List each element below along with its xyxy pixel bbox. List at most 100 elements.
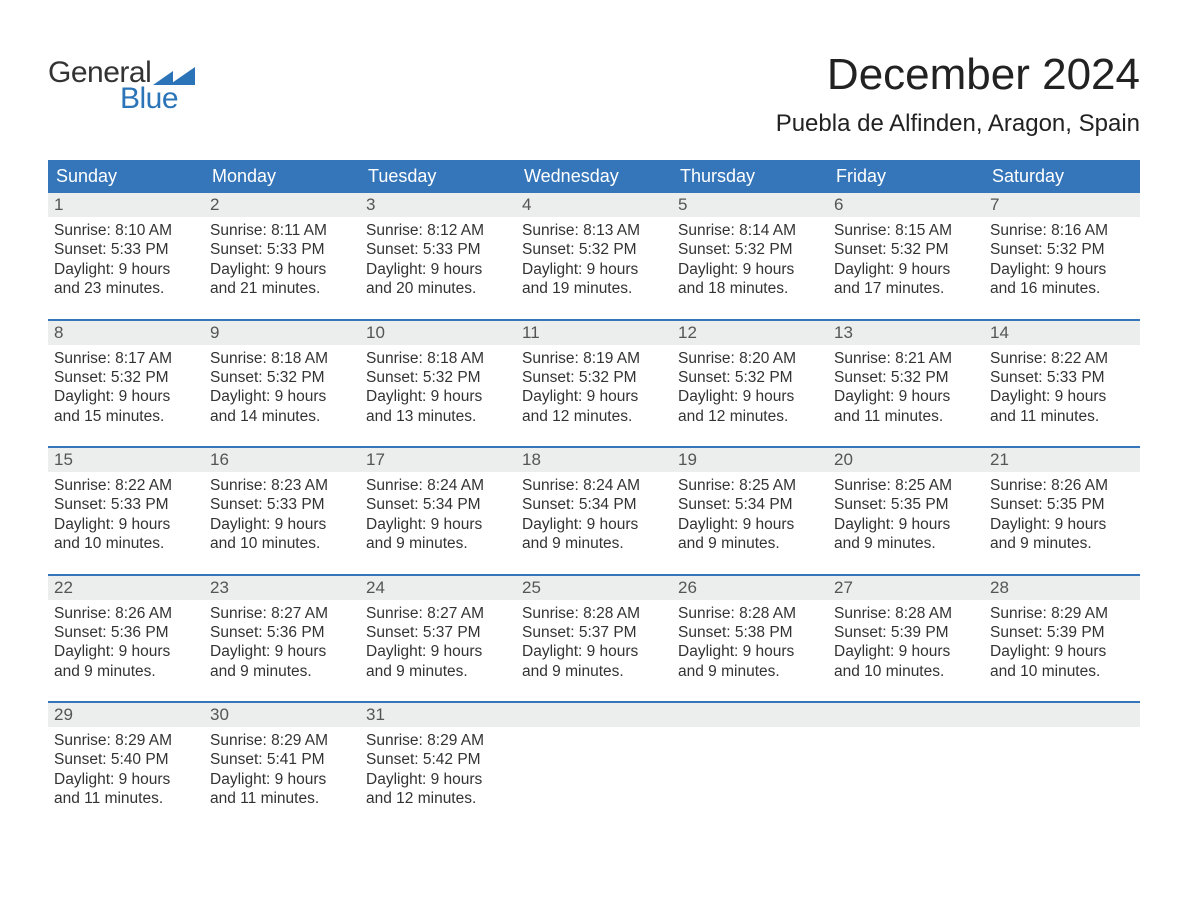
calendar-day bbox=[828, 703, 984, 815]
day-body: Sunrise: 8:23 AMSunset: 5:33 PMDaylight:… bbox=[204, 472, 360, 554]
day-body: Sunrise: 8:14 AMSunset: 5:32 PMDaylight:… bbox=[672, 217, 828, 299]
day-number: 7 bbox=[984, 193, 1140, 217]
calendar-day: 21Sunrise: 8:26 AMSunset: 5:35 PMDayligh… bbox=[984, 448, 1140, 560]
day-body: Sunrise: 8:29 AMSunset: 5:39 PMDaylight:… bbox=[984, 600, 1140, 682]
day-number bbox=[828, 703, 984, 727]
day-number: 29 bbox=[48, 703, 204, 727]
day-number: 3 bbox=[360, 193, 516, 217]
day-number: 12 bbox=[672, 321, 828, 345]
day-number: 6 bbox=[828, 193, 984, 217]
day-body: Sunrise: 8:22 AMSunset: 5:33 PMDaylight:… bbox=[48, 472, 204, 554]
day-body: Sunrise: 8:19 AMSunset: 5:32 PMDaylight:… bbox=[516, 345, 672, 427]
calendar-day: 17Sunrise: 8:24 AMSunset: 5:34 PMDayligh… bbox=[360, 448, 516, 560]
day-body: Sunrise: 8:13 AMSunset: 5:32 PMDaylight:… bbox=[516, 217, 672, 299]
day-number: 24 bbox=[360, 576, 516, 600]
calendar-week: 15Sunrise: 8:22 AMSunset: 5:33 PMDayligh… bbox=[48, 446, 1140, 560]
calendar-day: 14Sunrise: 8:22 AMSunset: 5:33 PMDayligh… bbox=[984, 321, 1140, 433]
day-body: Sunrise: 8:27 AMSunset: 5:37 PMDaylight:… bbox=[360, 600, 516, 682]
day-body: Sunrise: 8:24 AMSunset: 5:34 PMDaylight:… bbox=[516, 472, 672, 554]
day-number: 22 bbox=[48, 576, 204, 600]
day-number: 28 bbox=[984, 576, 1140, 600]
day-number: 25 bbox=[516, 576, 672, 600]
day-body: Sunrise: 8:18 AMSunset: 5:32 PMDaylight:… bbox=[360, 345, 516, 427]
calendar-day: 3Sunrise: 8:12 AMSunset: 5:33 PMDaylight… bbox=[360, 193, 516, 305]
calendar-day: 26Sunrise: 8:28 AMSunset: 5:38 PMDayligh… bbox=[672, 576, 828, 688]
calendar-day: 6Sunrise: 8:15 AMSunset: 5:32 PMDaylight… bbox=[828, 193, 984, 305]
calendar-day: 27Sunrise: 8:28 AMSunset: 5:39 PMDayligh… bbox=[828, 576, 984, 688]
day-number: 19 bbox=[672, 448, 828, 472]
day-body: Sunrise: 8:27 AMSunset: 5:36 PMDaylight:… bbox=[204, 600, 360, 682]
day-body: Sunrise: 8:28 AMSunset: 5:39 PMDaylight:… bbox=[828, 600, 984, 682]
day-body: Sunrise: 8:17 AMSunset: 5:32 PMDaylight:… bbox=[48, 345, 204, 427]
day-number: 5 bbox=[672, 193, 828, 217]
calendar-day: 24Sunrise: 8:27 AMSunset: 5:37 PMDayligh… bbox=[360, 576, 516, 688]
day-body: Sunrise: 8:26 AMSunset: 5:35 PMDaylight:… bbox=[984, 472, 1140, 554]
calendar-week: 29Sunrise: 8:29 AMSunset: 5:40 PMDayligh… bbox=[48, 701, 1140, 815]
day-body: Sunrise: 8:25 AMSunset: 5:34 PMDaylight:… bbox=[672, 472, 828, 554]
calendar-day: 9Sunrise: 8:18 AMSunset: 5:32 PMDaylight… bbox=[204, 321, 360, 433]
calendar-day: 31Sunrise: 8:29 AMSunset: 5:42 PMDayligh… bbox=[360, 703, 516, 815]
day-number: 9 bbox=[204, 321, 360, 345]
weekday-header: Tuesday bbox=[360, 160, 516, 193]
calendar-grid: SundayMondayTuesdayWednesdayThursdayFrid… bbox=[48, 160, 1140, 815]
day-number: 17 bbox=[360, 448, 516, 472]
calendar-day: 8Sunrise: 8:17 AMSunset: 5:32 PMDaylight… bbox=[48, 321, 204, 433]
calendar-day: 22Sunrise: 8:26 AMSunset: 5:36 PMDayligh… bbox=[48, 576, 204, 688]
day-body: Sunrise: 8:25 AMSunset: 5:35 PMDaylight:… bbox=[828, 472, 984, 554]
day-number bbox=[516, 703, 672, 727]
weekday-header: Friday bbox=[828, 160, 984, 193]
calendar-day: 23Sunrise: 8:27 AMSunset: 5:36 PMDayligh… bbox=[204, 576, 360, 688]
day-body: Sunrise: 8:28 AMSunset: 5:37 PMDaylight:… bbox=[516, 600, 672, 682]
calendar-day: 11Sunrise: 8:19 AMSunset: 5:32 PMDayligh… bbox=[516, 321, 672, 433]
calendar-week: 8Sunrise: 8:17 AMSunset: 5:32 PMDaylight… bbox=[48, 319, 1140, 433]
day-number: 14 bbox=[984, 321, 1140, 345]
calendar-week: 22Sunrise: 8:26 AMSunset: 5:36 PMDayligh… bbox=[48, 574, 1140, 688]
day-number: 11 bbox=[516, 321, 672, 345]
calendar-day: 25Sunrise: 8:28 AMSunset: 5:37 PMDayligh… bbox=[516, 576, 672, 688]
day-body: Sunrise: 8:11 AMSunset: 5:33 PMDaylight:… bbox=[204, 217, 360, 299]
day-body: Sunrise: 8:28 AMSunset: 5:38 PMDaylight:… bbox=[672, 600, 828, 682]
day-body: Sunrise: 8:10 AMSunset: 5:33 PMDaylight:… bbox=[48, 217, 204, 299]
page-title: December 2024 bbox=[776, 50, 1140, 100]
calendar-day: 12Sunrise: 8:20 AMSunset: 5:32 PMDayligh… bbox=[672, 321, 828, 433]
day-number bbox=[984, 703, 1140, 727]
day-body: Sunrise: 8:20 AMSunset: 5:32 PMDaylight:… bbox=[672, 345, 828, 427]
weekday-header: Sunday bbox=[48, 160, 204, 193]
day-body: Sunrise: 8:16 AMSunset: 5:32 PMDaylight:… bbox=[984, 217, 1140, 299]
calendar-day: 20Sunrise: 8:25 AMSunset: 5:35 PMDayligh… bbox=[828, 448, 984, 560]
calendar-day: 30Sunrise: 8:29 AMSunset: 5:41 PMDayligh… bbox=[204, 703, 360, 815]
location-subtitle: Puebla de Alfinden, Aragon, Spain bbox=[776, 110, 1140, 138]
day-number: 8 bbox=[48, 321, 204, 345]
day-body: Sunrise: 8:21 AMSunset: 5:32 PMDaylight:… bbox=[828, 345, 984, 427]
calendar-day: 28Sunrise: 8:29 AMSunset: 5:39 PMDayligh… bbox=[984, 576, 1140, 688]
calendar-day bbox=[516, 703, 672, 815]
calendar-day: 18Sunrise: 8:24 AMSunset: 5:34 PMDayligh… bbox=[516, 448, 672, 560]
weekday-header: Saturday bbox=[984, 160, 1140, 193]
brand-logo: General Blue bbox=[48, 56, 195, 116]
day-number: 4 bbox=[516, 193, 672, 217]
day-number: 10 bbox=[360, 321, 516, 345]
calendar-day: 16Sunrise: 8:23 AMSunset: 5:33 PMDayligh… bbox=[204, 448, 360, 560]
calendar-day: 15Sunrise: 8:22 AMSunset: 5:33 PMDayligh… bbox=[48, 448, 204, 560]
calendar-day: 1Sunrise: 8:10 AMSunset: 5:33 PMDaylight… bbox=[48, 193, 204, 305]
brand-word2: Blue bbox=[120, 82, 195, 116]
calendar-day: 4Sunrise: 8:13 AMSunset: 5:32 PMDaylight… bbox=[516, 193, 672, 305]
day-number: 30 bbox=[204, 703, 360, 727]
calendar-day: 29Sunrise: 8:29 AMSunset: 5:40 PMDayligh… bbox=[48, 703, 204, 815]
header-region: General Blue December 2024 Puebla de Alf… bbox=[48, 50, 1140, 138]
day-number: 16 bbox=[204, 448, 360, 472]
day-number: 26 bbox=[672, 576, 828, 600]
day-body: Sunrise: 8:18 AMSunset: 5:32 PMDaylight:… bbox=[204, 345, 360, 427]
weekday-header: Monday bbox=[204, 160, 360, 193]
calendar-day bbox=[984, 703, 1140, 815]
day-body: Sunrise: 8:29 AMSunset: 5:42 PMDaylight:… bbox=[360, 727, 516, 809]
calendar-day: 2Sunrise: 8:11 AMSunset: 5:33 PMDaylight… bbox=[204, 193, 360, 305]
logo-triangle-icon bbox=[169, 67, 195, 85]
day-body: Sunrise: 8:24 AMSunset: 5:34 PMDaylight:… bbox=[360, 472, 516, 554]
calendar-day: 7Sunrise: 8:16 AMSunset: 5:32 PMDaylight… bbox=[984, 193, 1140, 305]
calendar-day bbox=[672, 703, 828, 815]
day-number: 27 bbox=[828, 576, 984, 600]
weekday-header: Thursday bbox=[672, 160, 828, 193]
day-body: Sunrise: 8:15 AMSunset: 5:32 PMDaylight:… bbox=[828, 217, 984, 299]
day-number bbox=[672, 703, 828, 727]
